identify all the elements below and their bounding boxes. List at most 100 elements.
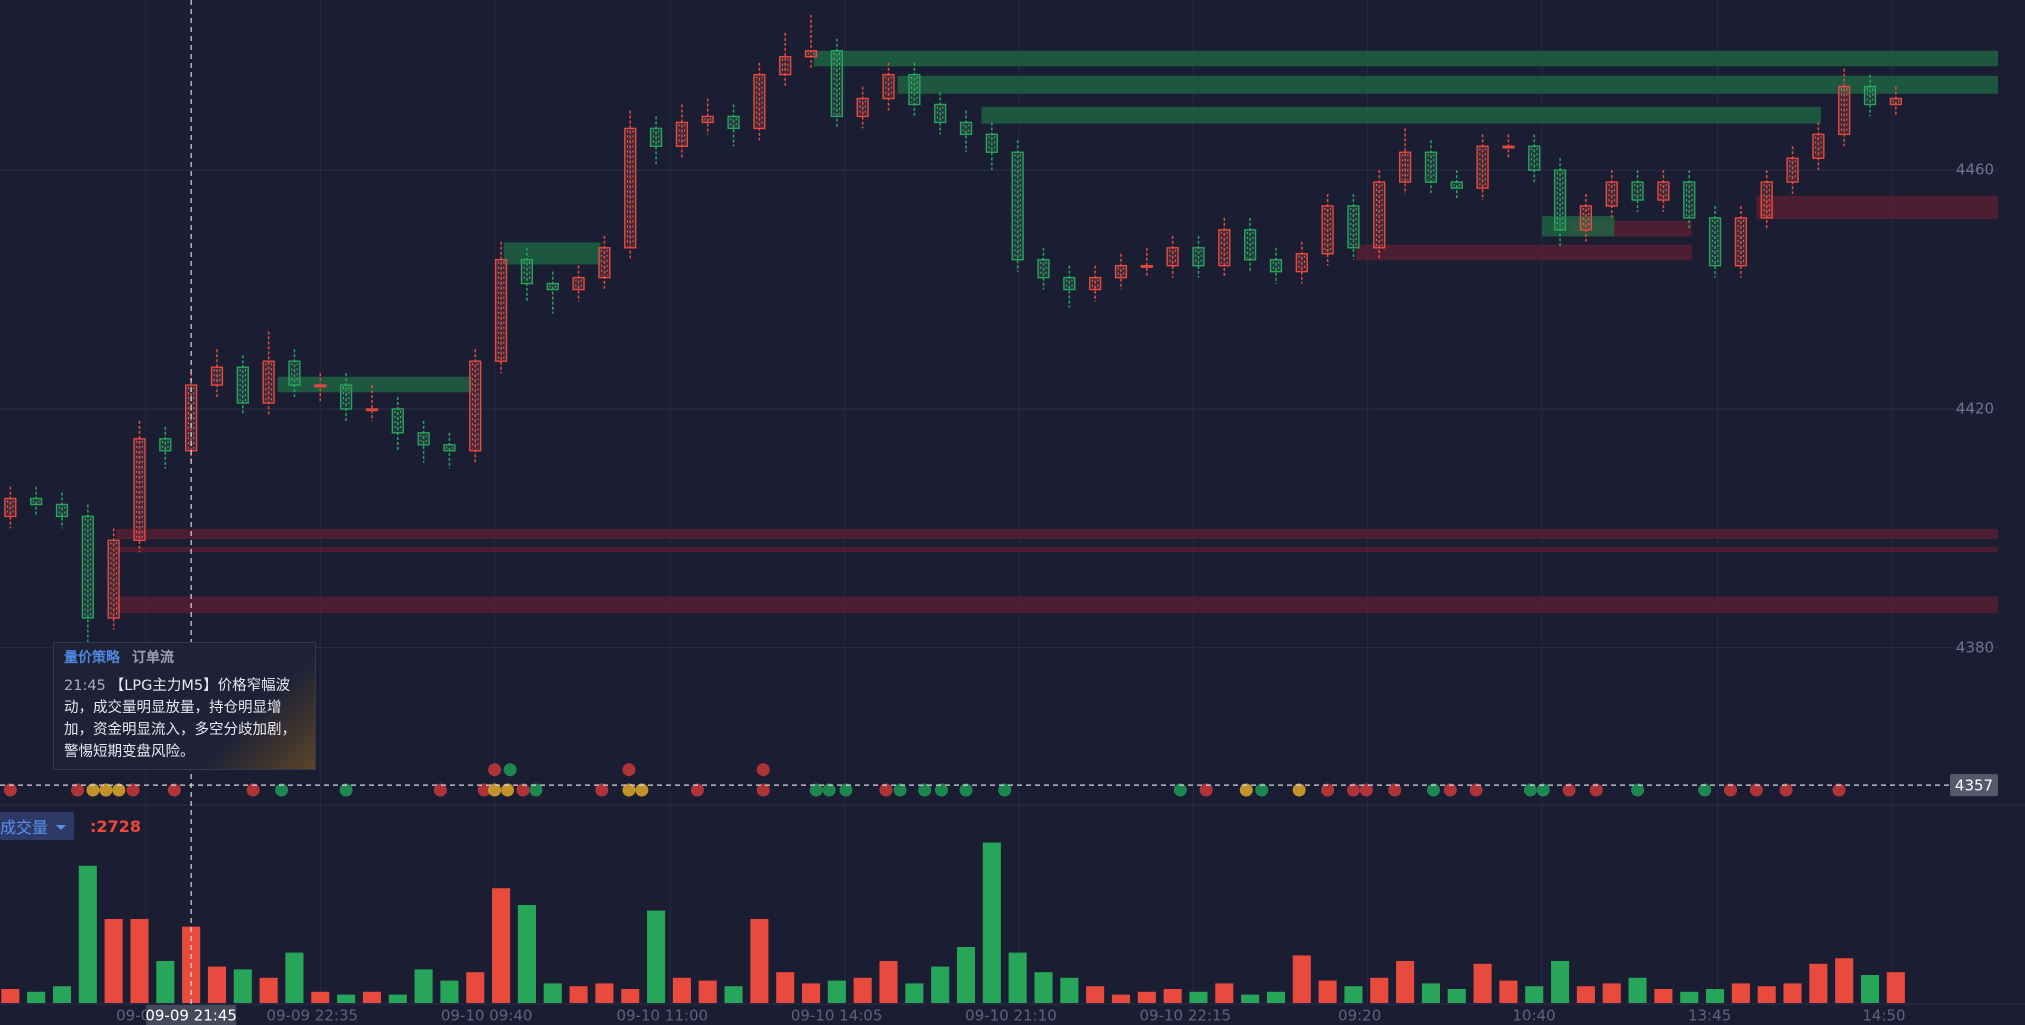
signal-icon (112, 783, 126, 797)
volume-bar (104, 919, 123, 1003)
volume-bar (492, 888, 511, 1003)
candle-body (81, 515, 94, 619)
x-tick-label: 09:20 (1338, 1007, 1381, 1025)
tab[interactable]: 订单流 (132, 650, 174, 666)
candle-body (1528, 145, 1541, 171)
volume-bar (1447, 989, 1466, 1003)
signal-icon (477, 783, 491, 797)
signal-icon (1388, 783, 1402, 797)
volume-bar (1344, 986, 1363, 1003)
x-tick-label: 09-10 22:15 (1140, 1007, 1232, 1025)
signal-icon (1346, 783, 1360, 797)
signal-icon (1469, 783, 1483, 797)
candle-body (1450, 181, 1463, 189)
candle-body (1089, 276, 1102, 291)
candle-body (1579, 205, 1593, 231)
signal-icon (595, 783, 609, 797)
candle-body (1037, 259, 1050, 279)
signal-icon (1255, 783, 1269, 797)
candle-body (856, 97, 869, 118)
price-zone (981, 106, 1821, 124)
volume-bar (1860, 975, 1880, 1003)
candle-body (1295, 253, 1308, 273)
signal-icon (488, 763, 502, 777)
candle-body (1631, 181, 1644, 201)
indicator-dropdown[interactable]: 成交量 (0, 812, 75, 840)
volume-bar (1783, 983, 1802, 1003)
candle-body (391, 408, 404, 434)
volume-bar (1602, 983, 1621, 1003)
signal-icon (1724, 783, 1738, 797)
volume-bar (1189, 991, 1208, 1003)
candle-body (1063, 276, 1076, 291)
tab[interactable]: 量价策略 (64, 650, 120, 666)
signal-icon (99, 783, 113, 797)
signal-icon (503, 763, 517, 777)
candle-body (1760, 181, 1773, 219)
price-zone (116, 596, 1999, 614)
signal-icon (1749, 783, 1763, 797)
candle-body (1838, 85, 1851, 136)
signal-icon (934, 783, 948, 797)
volume-bar (776, 972, 795, 1003)
volume-bar (337, 994, 356, 1003)
y-tick-label: 4460 (1956, 161, 1994, 179)
signal-icon (1427, 783, 1441, 797)
candle-body (1244, 229, 1257, 261)
signal-icon (1443, 783, 1457, 797)
volume-bar (1473, 963, 1492, 1003)
volume-bar (1318, 980, 1337, 1003)
candle-body (1398, 151, 1412, 183)
crosshair-time: 09-09 21:45 (145, 1007, 237, 1025)
candle-body (1011, 151, 1024, 261)
signal-icon (622, 783, 636, 797)
volume-bar (207, 966, 227, 1003)
candle-body (469, 360, 482, 452)
candle-body (830, 50, 843, 118)
candle-body (1657, 181, 1670, 201)
volume-bar (27, 991, 46, 1003)
price-zone (116, 528, 1999, 540)
volume-bar (1525, 986, 1544, 1003)
volume-bar (569, 986, 588, 1003)
signal-icon (529, 783, 543, 797)
candle-body (959, 121, 973, 136)
signal-icon (1292, 783, 1306, 797)
candle-body (1218, 229, 1231, 267)
signal-icon (822, 783, 836, 797)
signal-icon (1523, 783, 1537, 797)
volume-bar (853, 977, 872, 1003)
volume-bar (647, 910, 666, 1003)
candle-body (1605, 181, 1618, 207)
signal-icon (622, 763, 636, 777)
volume-bar (440, 980, 459, 1003)
volume-bar (931, 966, 950, 1003)
candle-body (1708, 217, 1722, 267)
candle-body (1166, 247, 1179, 267)
last-price-label: 4357 (1955, 777, 1993, 795)
candle-body (1812, 133, 1825, 159)
volume-bar (1680, 991, 1699, 1003)
volume-bar (621, 989, 640, 1003)
volume-bar (905, 983, 924, 1003)
volume-bar (543, 983, 562, 1003)
signal-icon (339, 783, 353, 797)
tooltip-tabs: 量价策略 订单流 (64, 647, 305, 669)
volume-bar (1576, 986, 1595, 1003)
volume-bar (1111, 994, 1131, 1003)
signal-icon (1698, 783, 1712, 797)
candle-body (727, 115, 740, 130)
signal-icon (516, 783, 530, 797)
volume-bar (724, 986, 743, 1003)
candle-body (1889, 97, 1902, 106)
volume-bar (388, 994, 407, 1003)
volume-bar (1008, 952, 1027, 1003)
signal-icon (86, 783, 100, 797)
candle-body (1683, 181, 1696, 219)
candle-body (546, 282, 559, 291)
signal-icon (959, 783, 973, 797)
signal-icon (70, 783, 84, 797)
x-tick-label: 09-10 09:40 (441, 1007, 533, 1025)
volume-bar (879, 961, 898, 1003)
